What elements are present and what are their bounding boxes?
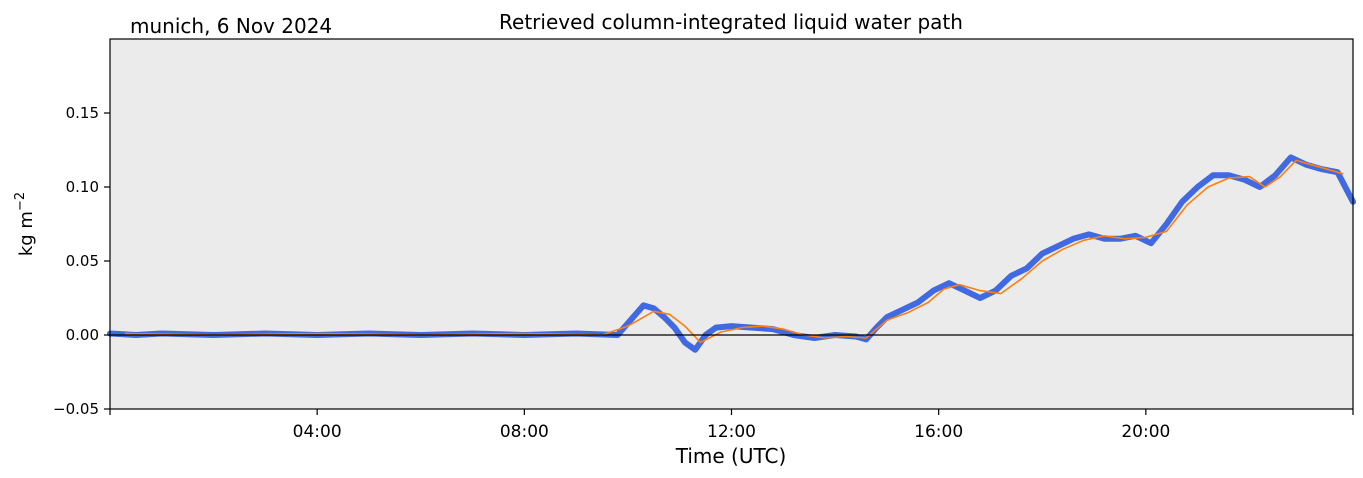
series-line-raw [107, 154, 1356, 353]
y-tick-label: 0.15 [66, 104, 99, 122]
x-axis-label: Time (UTC) [675, 444, 787, 468]
y-tick-label: −0.05 [53, 400, 99, 418]
series-layer [107, 154, 1356, 353]
x-tick-label: 08:00 [500, 422, 549, 442]
y-axis-label-base: kg m [16, 211, 37, 256]
y-axis-label-exponent: −2 [13, 192, 28, 211]
y-axis-ticks: −0.05 0.00 0.05 0.10 0.15 [53, 104, 110, 418]
x-tick-label: 20:00 [1121, 422, 1170, 442]
y-tick-label: 0.00 [66, 326, 99, 344]
plot-area [110, 39, 1353, 409]
series-line-smoothed [124, 159, 1344, 344]
x-tick-label: 16:00 [914, 422, 963, 442]
y-tick-label: 0.05 [66, 252, 99, 270]
x-tick-label: 04:00 [293, 422, 342, 442]
x-tick-label: 12:00 [707, 422, 756, 442]
chart-title: Retrieved column-integrated liquid water… [499, 10, 963, 34]
y-axis-label: kg m−2 [13, 192, 37, 256]
x-axis-ticks: 04:00 08:00 12:00 16:00 20:00 [109, 409, 1354, 442]
y-tick-label: 0.10 [66, 178, 99, 196]
location-date-label: munich, 6 Nov 2024 [130, 14, 332, 38]
